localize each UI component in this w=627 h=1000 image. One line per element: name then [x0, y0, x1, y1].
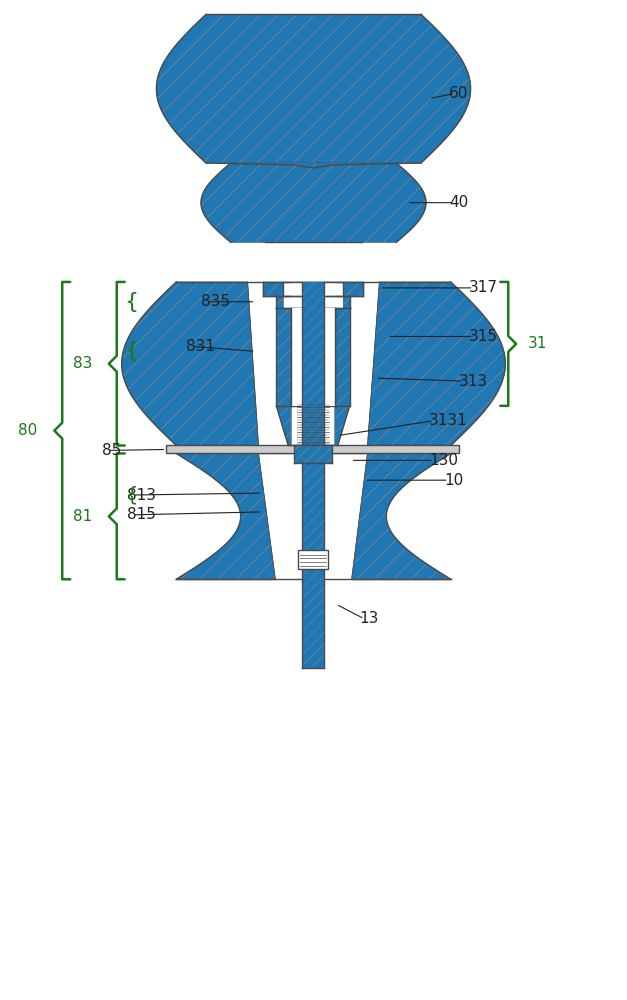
Text: {: { [125, 341, 139, 361]
Polygon shape [343, 296, 350, 308]
Bar [291, 282, 335, 296]
Polygon shape [335, 308, 350, 406]
Polygon shape [122, 282, 258, 445]
Bar [291, 296, 335, 308]
Text: 81: 81 [73, 509, 92, 524]
Text: 815: 815 [127, 507, 155, 522]
Text: {: { [125, 292, 139, 312]
Polygon shape [277, 308, 291, 406]
Polygon shape [352, 453, 451, 579]
Polygon shape [294, 445, 332, 463]
Polygon shape [263, 282, 283, 296]
Bar [298, 550, 328, 569]
Text: 60: 60 [449, 86, 468, 101]
Polygon shape [277, 308, 291, 406]
Polygon shape [367, 282, 505, 445]
Polygon shape [201, 163, 426, 242]
Polygon shape [277, 296, 283, 308]
Text: 831: 831 [186, 339, 215, 354]
Polygon shape [122, 282, 258, 445]
Text: 85: 85 [102, 443, 121, 458]
Bar [263, 282, 362, 296]
Text: 83: 83 [73, 356, 92, 371]
Polygon shape [156, 14, 471, 163]
Polygon shape [277, 406, 291, 445]
Polygon shape [176, 453, 275, 579]
Text: 31: 31 [528, 336, 547, 351]
Polygon shape [335, 406, 350, 445]
Text: {: { [125, 486, 138, 505]
Text: 13: 13 [360, 611, 379, 626]
Text: 313: 313 [459, 374, 488, 389]
Text: 813: 813 [127, 488, 155, 503]
Text: 80: 80 [18, 423, 38, 438]
Polygon shape [263, 282, 283, 296]
Text: 130: 130 [429, 453, 458, 468]
Polygon shape [277, 296, 283, 308]
Polygon shape [343, 282, 362, 296]
Polygon shape [367, 282, 505, 445]
Polygon shape [343, 296, 350, 308]
Polygon shape [302, 282, 324, 668]
Text: 3131: 3131 [429, 413, 468, 428]
Text: 317: 317 [468, 280, 498, 295]
Polygon shape [343, 282, 362, 296]
Text: 835: 835 [201, 294, 230, 309]
Polygon shape [335, 308, 350, 406]
Polygon shape [201, 163, 426, 242]
Text: 315: 315 [468, 329, 498, 344]
Bar [291, 308, 335, 406]
Polygon shape [302, 282, 324, 668]
Polygon shape [335, 406, 350, 445]
Text: 10: 10 [444, 473, 463, 488]
Bar [166, 445, 459, 453]
Text: 40: 40 [449, 195, 468, 210]
Polygon shape [156, 14, 471, 163]
Polygon shape [294, 445, 332, 463]
Polygon shape [277, 406, 291, 445]
Polygon shape [176, 453, 275, 579]
Polygon shape [352, 453, 451, 579]
